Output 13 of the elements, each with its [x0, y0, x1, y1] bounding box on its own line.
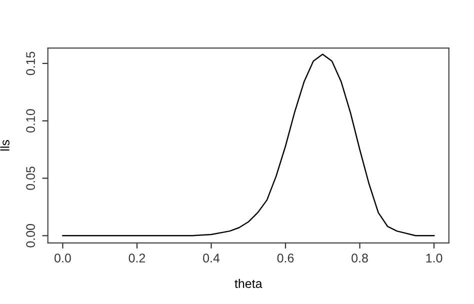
y-tick-label: 0.00 [26, 224, 35, 248]
line-series [62, 54, 435, 236]
x-tick-label: 0.6 [277, 254, 294, 262]
x-tick-label: 0.0 [54, 254, 71, 262]
y-tick-label: 0.05 [26, 166, 35, 190]
x-tick-label: 0.2 [128, 254, 146, 262]
x-axis-title: theta [234, 278, 262, 288]
x-tick-label: 0.8 [352, 254, 368, 262]
y-tick-label: 0.10 [26, 109, 35, 133]
x-tick-label: 1.0 [426, 254, 442, 262]
x-tick-label: 0.4 [203, 254, 220, 262]
y-axis-title: lls [0, 140, 10, 151]
y-tick-label: 0.15 [26, 52, 35, 76]
